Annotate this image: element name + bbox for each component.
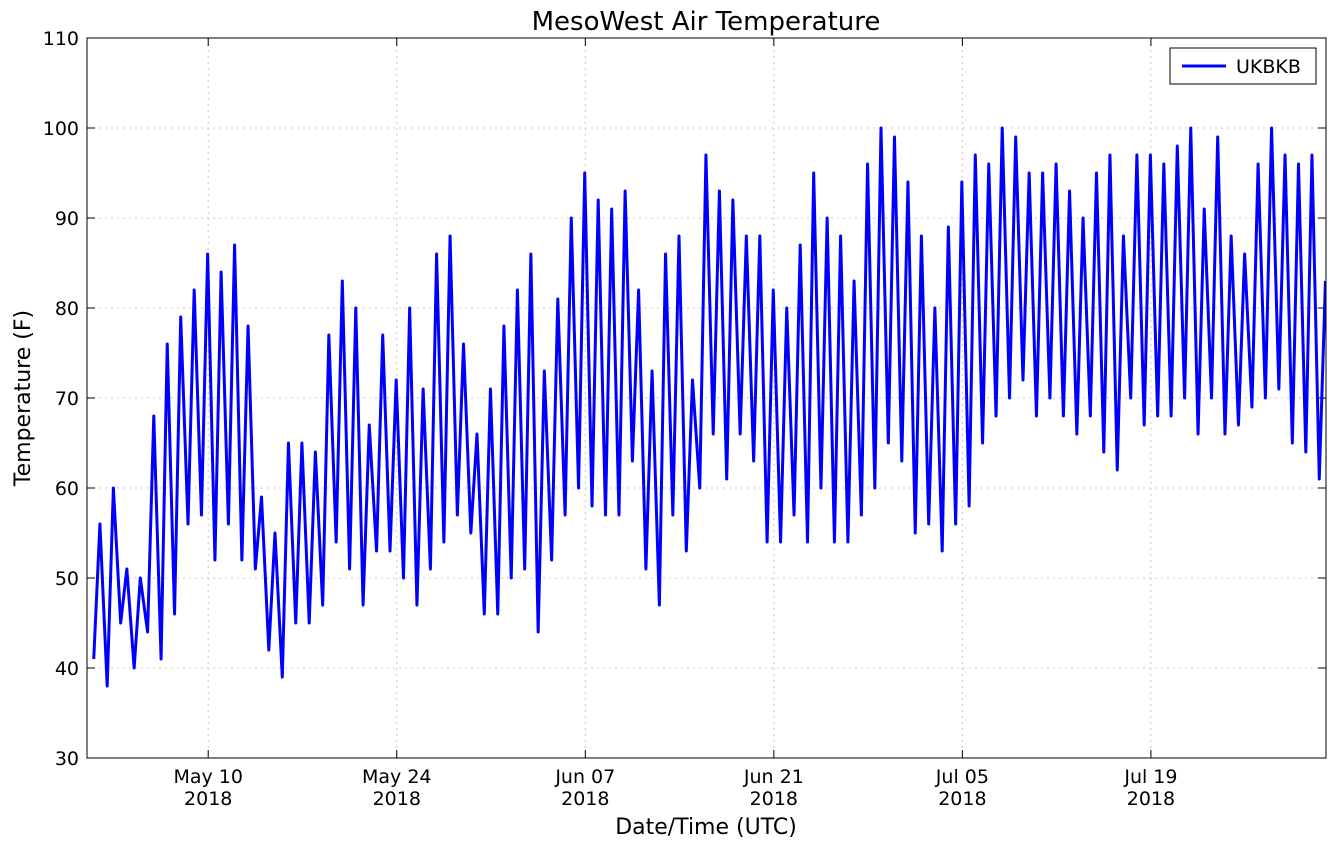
x-tick-label: 2018 xyxy=(561,788,609,810)
y-tick-label: 80 xyxy=(55,298,79,320)
y-tick-label: 50 xyxy=(55,568,79,590)
x-tick-label: Jul 19 xyxy=(1123,766,1177,788)
y-tick-label: 70 xyxy=(55,388,79,410)
x-tick-label: 2018 xyxy=(1127,788,1175,810)
x-tick-label: Jun 07 xyxy=(554,766,615,788)
x-tick-label: 2018 xyxy=(750,788,798,810)
y-tick-label: 100 xyxy=(43,118,79,140)
y-axis-label: Temperature (F) xyxy=(11,310,36,487)
y-tick-label: 60 xyxy=(55,478,79,500)
x-tick-label: Jun 21 xyxy=(743,766,804,788)
y-tick-label: 30 xyxy=(55,748,79,770)
legend-label: UKBKB xyxy=(1236,56,1301,78)
y-tick-label: 110 xyxy=(43,28,79,50)
x-tick-label: 2018 xyxy=(938,788,986,810)
y-tick-label: 40 xyxy=(55,658,79,680)
data-line xyxy=(92,126,1326,688)
x-tick-label: 2018 xyxy=(184,788,232,810)
y-tick-label: 90 xyxy=(55,208,79,230)
x-tick-label: May 24 xyxy=(362,766,432,788)
x-tick-label: May 10 xyxy=(173,766,243,788)
x-tick-label: Jul 05 xyxy=(935,766,989,788)
x-axis-label: Date/Time (UTC) xyxy=(615,815,797,840)
x-tick-label: 2018 xyxy=(373,788,421,810)
plot-frame xyxy=(86,37,1327,759)
chart-title: MesoWest Air Temperature xyxy=(532,7,881,37)
